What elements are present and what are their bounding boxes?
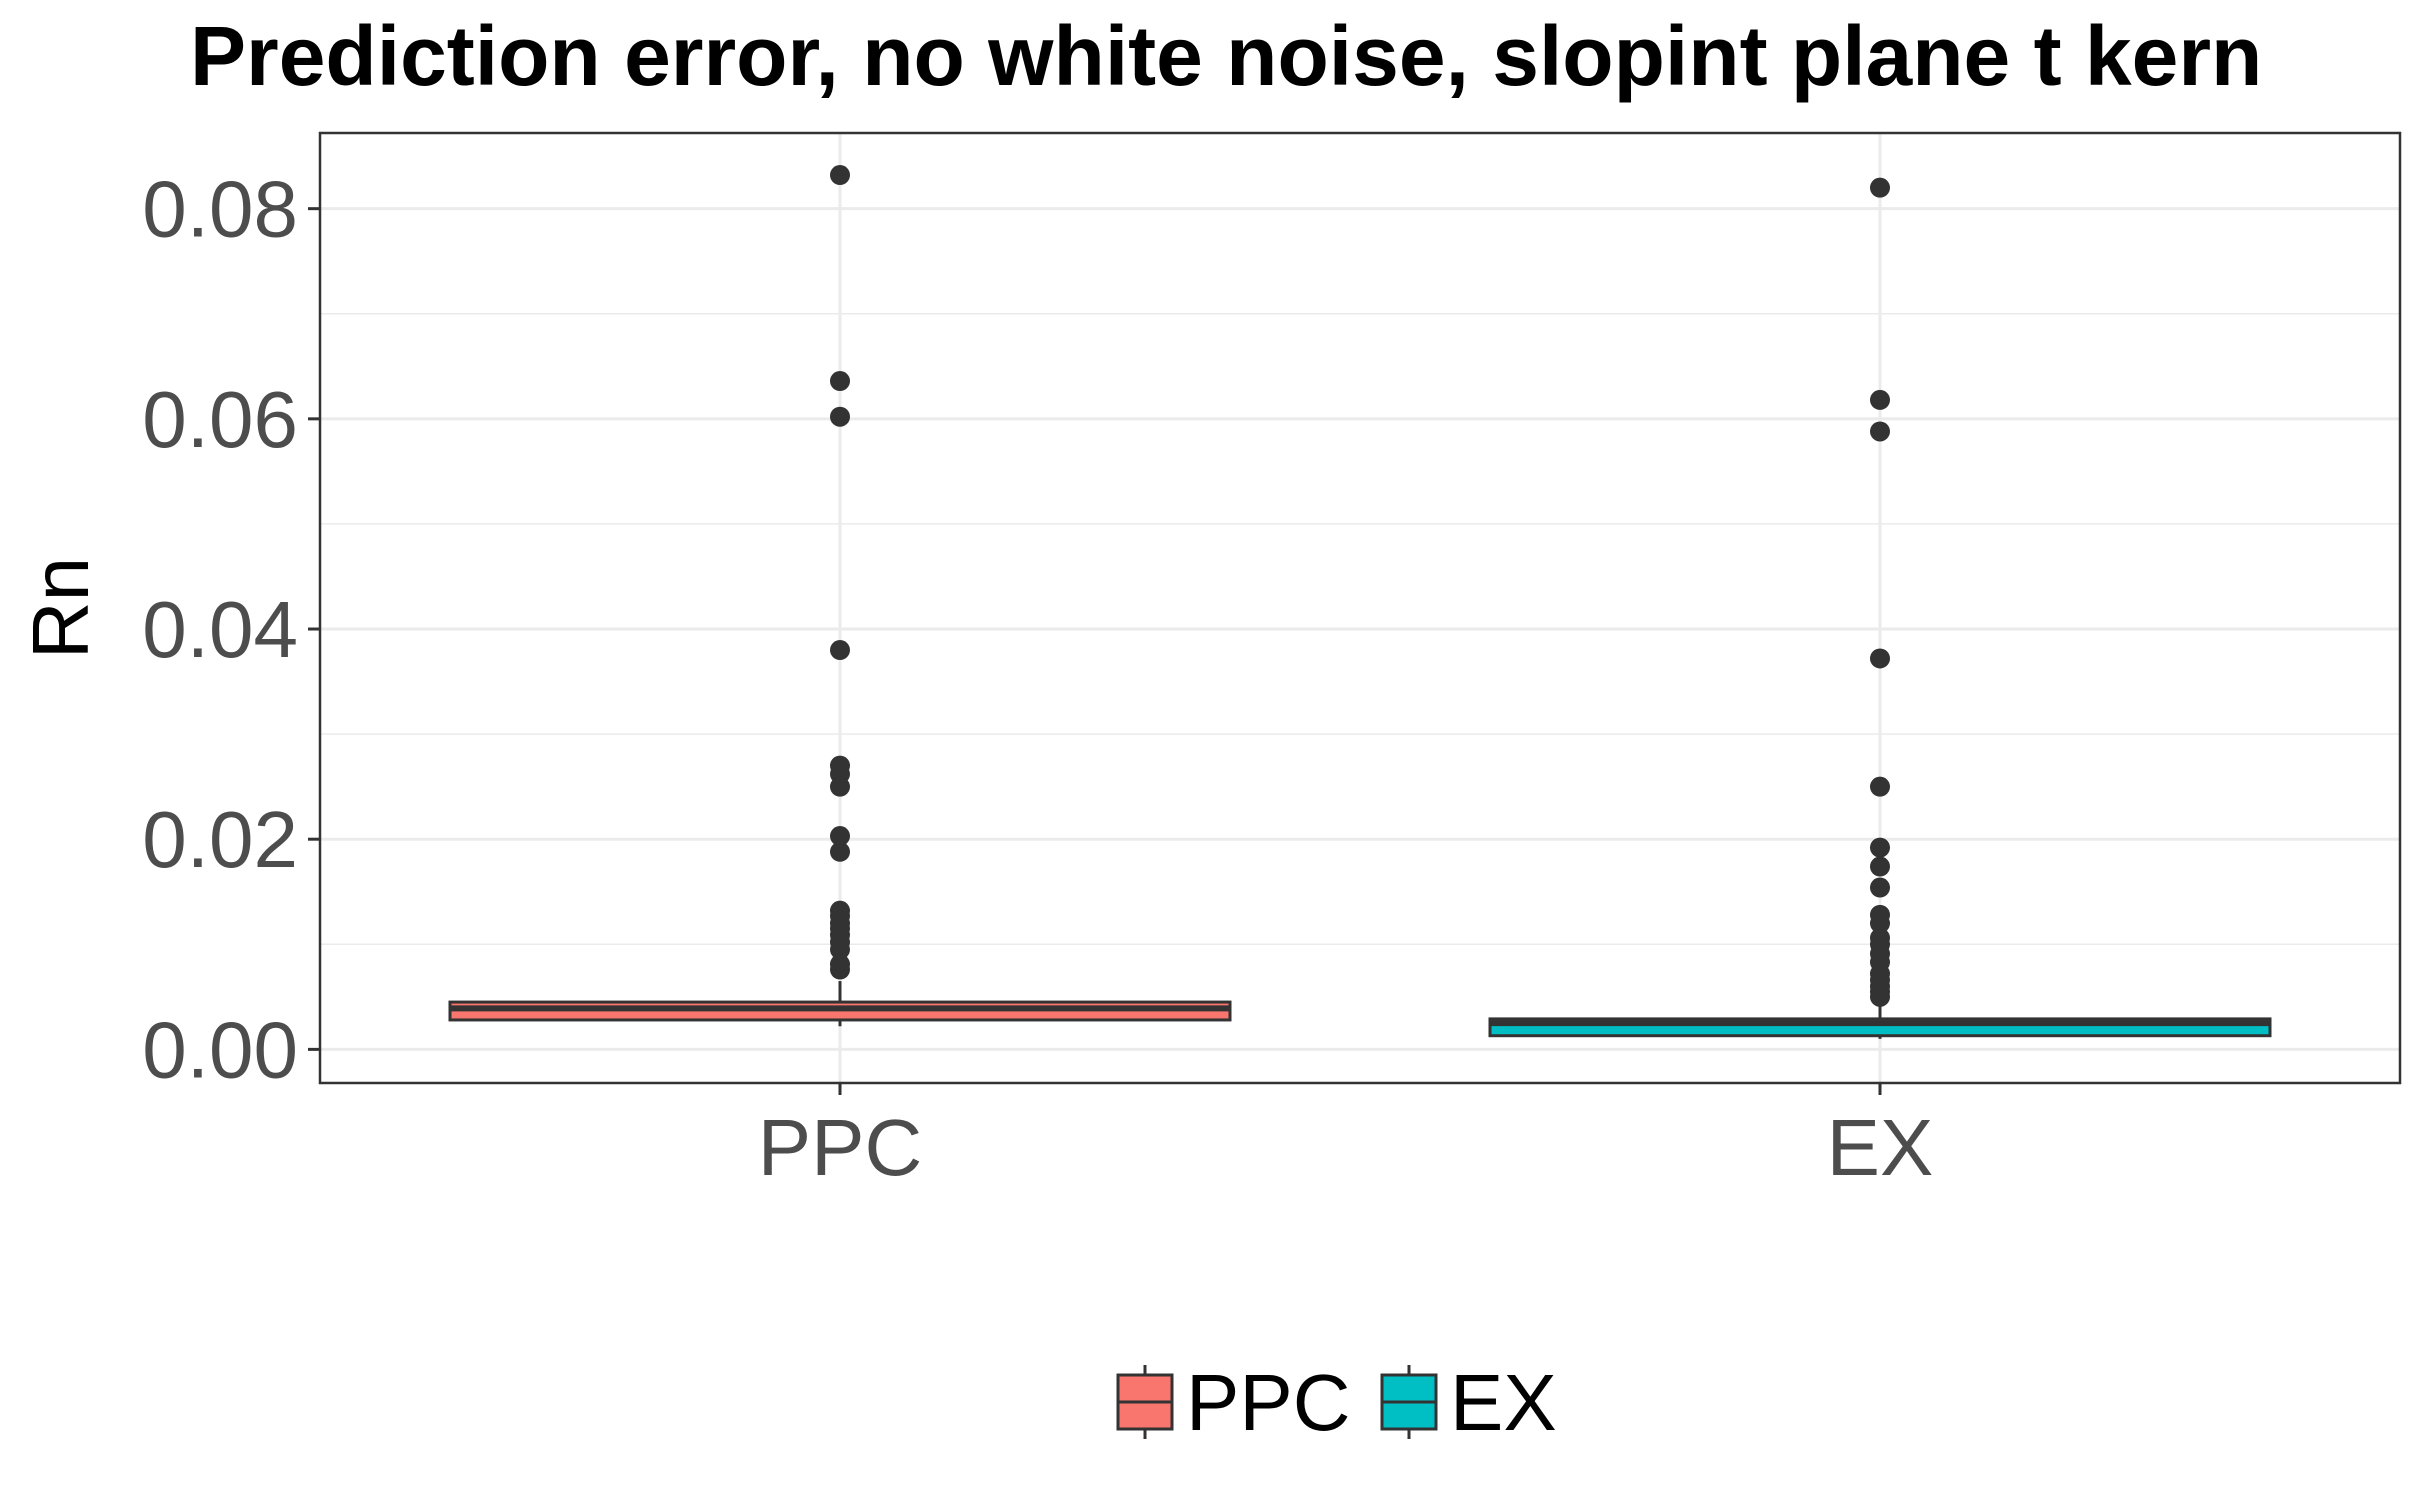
outlier-point <box>830 826 850 847</box>
legend: PPC EX <box>1116 1358 1557 1447</box>
outlier-point <box>830 406 850 427</box>
outlier-point <box>1870 837 1890 858</box>
outlier-point <box>830 959 850 980</box>
x-tick-label: PPC <box>758 1103 923 1192</box>
outlier-point <box>830 640 850 661</box>
y-axis-title: Rn <box>16 557 105 659</box>
boxes <box>448 981 2272 1039</box>
legend-label: PPC <box>1186 1358 1351 1447</box>
outlier-point <box>1870 177 1890 198</box>
outliers <box>830 165 1890 1007</box>
outlier-point <box>1870 913 1890 934</box>
outlier-point <box>1870 856 1890 877</box>
outlier-point <box>830 939 850 960</box>
outlier-point <box>1870 877 1890 898</box>
outlier-point <box>1870 421 1890 442</box>
plot-panel <box>320 133 2400 1083</box>
outlier-point <box>1870 986 1890 1007</box>
legend-label: EX <box>1450 1358 1557 1447</box>
outlier-point <box>830 776 850 797</box>
outlier-point <box>1870 389 1890 410</box>
x-tick-label: EX <box>1827 1103 1934 1192</box>
y-tick-label: 0.08 <box>142 165 298 254</box>
outlier-point <box>1870 648 1890 669</box>
outlier-point <box>830 165 850 186</box>
y-tick-label: 0.00 <box>142 1005 298 1094</box>
grid-minor <box>320 313 2400 946</box>
outlier-point <box>1870 776 1890 797</box>
outlier-point <box>830 371 850 392</box>
x-axis: PPC EX <box>758 1083 1934 1192</box>
y-tick-label: 0.04 <box>142 585 298 674</box>
outlier-point <box>830 841 850 862</box>
y-tick-label: 0.06 <box>142 375 298 464</box>
chart-title: Prediction error, no white noise, slopin… <box>190 9 2262 103</box>
plot-border <box>318 131 2402 1085</box>
y-axis: 0.00 0.02 0.04 0.06 0.08 <box>142 165 320 1094</box>
y-tick-label: 0.02 <box>142 795 298 884</box>
